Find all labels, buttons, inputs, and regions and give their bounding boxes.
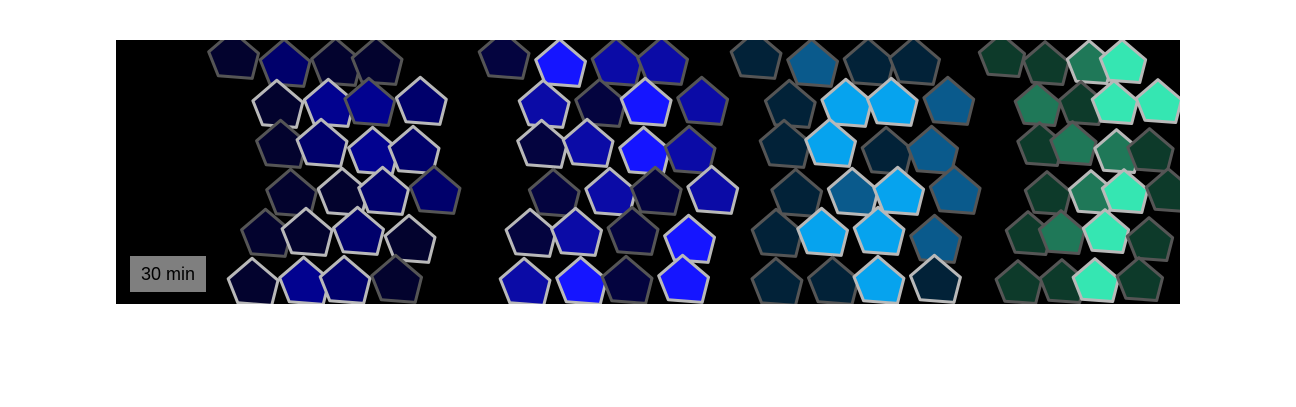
cell: [318, 254, 372, 304]
cell: [1125, 216, 1175, 262]
cell: [994, 259, 1043, 304]
cell: [629, 165, 683, 216]
cell: [888, 40, 941, 86]
cell: [636, 40, 689, 86]
cell: [807, 255, 860, 304]
cell: [357, 165, 410, 216]
cell: [663, 213, 716, 264]
cell: [1126, 127, 1175, 173]
cell: [280, 206, 334, 257]
cell: [1071, 257, 1120, 303]
cell: [527, 167, 581, 218]
cell-panels: [207, 40, 1180, 304]
cell: [906, 124, 959, 175]
cell: [561, 117, 615, 168]
cell: [618, 125, 671, 176]
blue-panel-1: [207, 40, 462, 304]
cell: [909, 253, 962, 304]
cell: [1098, 40, 1148, 84]
cell: [1144, 167, 1180, 213]
cell: [619, 76, 673, 127]
cell: [477, 40, 531, 80]
cell: [1090, 79, 1139, 125]
cell: [1100, 168, 1150, 214]
cyan-panel: [729, 40, 982, 304]
cell: [1037, 209, 1087, 255]
cell: [383, 213, 437, 264]
cell: [534, 40, 587, 88]
cell: [1021, 40, 1071, 86]
cell: [750, 207, 804, 258]
cell: [842, 40, 896, 87]
cell: [763, 78, 817, 129]
cell: [872, 165, 926, 216]
cell: [517, 78, 571, 129]
cell: [295, 117, 349, 168]
cell: [408, 164, 462, 215]
cell: [370, 253, 423, 304]
cell: [852, 254, 906, 304]
cell: [600, 254, 654, 304]
cell: [786, 40, 839, 88]
cell: [332, 205, 385, 256]
cell: [343, 76, 397, 127]
cell: [922, 75, 976, 126]
cell: [977, 40, 1027, 78]
cell: [555, 255, 608, 304]
cell: [584, 166, 638, 217]
cell: [387, 124, 441, 175]
microscopy-figure: 30 min: [116, 40, 1180, 304]
cell: [1023, 170, 1073, 216]
cell: [258, 40, 312, 88]
cell: [265, 167, 318, 218]
cell: [860, 125, 914, 176]
cell: [865, 76, 919, 127]
cell: [498, 256, 552, 304]
blue-panel-2: [477, 40, 740, 304]
cell: [796, 206, 849, 257]
cell: [676, 75, 730, 126]
cell: [729, 40, 783, 80]
cell: [574, 77, 628, 128]
cell: [1134, 78, 1180, 124]
cell: [251, 78, 305, 129]
cell: [1013, 81, 1062, 127]
cell: [1115, 256, 1164, 302]
cell: [606, 205, 660, 256]
cell: [928, 164, 982, 215]
cell: [750, 256, 804, 304]
cell: [852, 205, 906, 256]
cell: [1081, 208, 1131, 254]
cell: [657, 253, 710, 304]
cell: [550, 206, 603, 257]
cell: [686, 164, 740, 215]
time-label: 30 min: [130, 256, 206, 292]
cell: [207, 40, 260, 80]
cell: [394, 75, 448, 126]
green-panel: [977, 40, 1180, 304]
cell: [1049, 120, 1098, 166]
cell: [504, 207, 558, 258]
cell: [226, 256, 280, 304]
cell: [350, 40, 404, 86]
cell: [770, 167, 824, 218]
cell: [826, 166, 880, 217]
cell: [663, 124, 717, 175]
cell: [804, 117, 857, 168]
